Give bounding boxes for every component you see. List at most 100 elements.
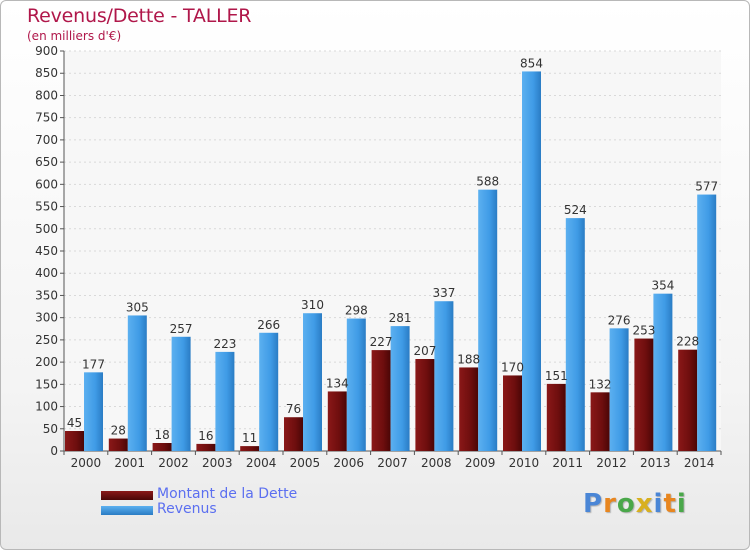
x-tick-label-2012: 2012 xyxy=(596,456,627,470)
bar-revenus-2004 xyxy=(259,332,279,451)
x-tick-label-2003: 2003 xyxy=(202,456,233,470)
logo-letter: r xyxy=(603,489,617,519)
bar-dette-2012 xyxy=(590,392,610,451)
x-tick-label-2014: 2014 xyxy=(684,456,715,470)
y-tick-label-550: 550 xyxy=(35,200,58,214)
y-tick-label-900: 900 xyxy=(35,44,58,58)
y-tick-label-600: 600 xyxy=(35,177,58,191)
data-label-revenus-2008: 337 xyxy=(432,286,455,300)
data-label-dette-2012: 132 xyxy=(589,377,612,391)
bars-layer xyxy=(65,71,717,452)
x-tick-label-2000: 2000 xyxy=(71,456,102,470)
bar-revenus-2013 xyxy=(653,293,673,451)
bar-dette-2002 xyxy=(152,443,172,451)
data-label-revenus-2011: 524 xyxy=(564,203,587,217)
y-tick-label-850: 850 xyxy=(35,66,58,80)
x-tick-label-2005: 2005 xyxy=(290,456,321,470)
y-tick-label-150: 150 xyxy=(35,377,58,391)
data-label-dette-2009: 188 xyxy=(457,352,480,366)
logo-letter: P xyxy=(583,489,604,519)
bar-dette-2004 xyxy=(240,446,260,451)
data-label-dette-2014: 228 xyxy=(676,335,699,349)
logo-letter: i xyxy=(653,489,664,519)
legend-label-revenus: Revenus xyxy=(157,501,217,517)
data-label-revenus-2010: 854 xyxy=(520,56,543,70)
data-label-revenus-2002: 257 xyxy=(170,322,193,336)
bar-revenus-2002 xyxy=(171,336,191,451)
data-label-dette-2013: 253 xyxy=(632,324,655,338)
data-label-dette-2005: 76 xyxy=(286,402,301,416)
data-label-revenus-2003: 223 xyxy=(213,337,236,351)
bar-revenus-2008 xyxy=(434,301,454,451)
bar-dette-2010 xyxy=(503,375,522,451)
bar-dette-2009 xyxy=(459,367,479,451)
bar-dette-2014 xyxy=(678,349,698,451)
x-tick-label-2010: 2010 xyxy=(509,456,540,470)
y-tick-label-750: 750 xyxy=(35,111,58,125)
bar-revenus-2001 xyxy=(127,315,147,451)
data-label-dette-2011: 151 xyxy=(545,369,568,383)
bar-dette-2001 xyxy=(108,438,128,451)
data-label-revenus-2007: 281 xyxy=(389,311,412,325)
y-tick-label-50: 50 xyxy=(43,422,58,436)
bar-revenus-2009 xyxy=(478,189,498,451)
bar-dette-2006 xyxy=(327,391,347,451)
bar-revenus-2011 xyxy=(565,218,585,451)
logo-letter: i xyxy=(676,489,687,519)
bar-revenus-2006 xyxy=(346,318,366,451)
y-tick-label-800: 800 xyxy=(35,88,58,102)
data-label-revenus-2004: 266 xyxy=(257,318,280,332)
bar-revenus-2010 xyxy=(522,71,541,451)
data-label-dette-2003: 16 xyxy=(198,429,213,443)
x-tick-label-2002: 2002 xyxy=(158,456,189,470)
bar-revenus-2014 xyxy=(697,194,717,452)
data-label-revenus-2001: 305 xyxy=(126,300,149,314)
x-tick-label-2009: 2009 xyxy=(465,456,496,470)
data-label-dette-2000: 45 xyxy=(67,416,82,430)
data-label-revenus-2014: 577 xyxy=(695,180,718,194)
bar-revenus-2007 xyxy=(390,326,410,451)
data-label-dette-2010: 170 xyxy=(501,360,524,374)
bar-dette-2003 xyxy=(196,443,216,451)
y-tick-label-100: 100 xyxy=(35,400,58,414)
y-tick-label-650: 650 xyxy=(35,155,58,169)
y-tick-label-300: 300 xyxy=(35,311,58,325)
data-label-revenus-2006: 298 xyxy=(345,304,368,318)
bar-dette-2008 xyxy=(415,359,435,451)
bar-revenus-2000 xyxy=(84,372,103,451)
legend-label-dette: Montant de la Dette xyxy=(157,486,298,502)
y-tick-label-350: 350 xyxy=(35,288,58,302)
y-tick-label-0: 0 xyxy=(50,444,58,458)
bar-dette-2011 xyxy=(546,383,566,451)
data-label-revenus-2013: 354 xyxy=(651,279,674,293)
labels-layer: 45 177 28 305 18 257 16 223 11 266 76 310 134 298 227 2… xyxy=(67,56,718,445)
legend-swatch-revenus xyxy=(101,506,153,515)
logo-letter: o xyxy=(616,489,636,519)
data-label-dette-2004: 11 xyxy=(242,431,257,445)
bar-revenus-2003 xyxy=(215,351,235,451)
x-tick-label-2004: 2004 xyxy=(246,456,277,470)
legend-swatch-dette xyxy=(101,491,153,500)
x-tick-label-2001: 2001 xyxy=(114,456,145,470)
x-tick-label-2013: 2013 xyxy=(640,456,671,470)
x-tick-label-2008: 2008 xyxy=(421,456,452,470)
proxiti-logo: Proxiti xyxy=(583,489,687,519)
axis-layer: 0 50 100 150 200 250 300 350 400 450 500 550 600 650 7… xyxy=(35,44,722,470)
y-tick-label-700: 700 xyxy=(35,133,58,147)
y-tick-label-400: 400 xyxy=(35,266,58,280)
y-tick-label-500: 500 xyxy=(35,222,58,236)
data-label-dette-2008: 207 xyxy=(413,344,436,358)
data-label-dette-2007: 227 xyxy=(370,335,393,349)
bar-dette-2013 xyxy=(634,338,654,451)
bar-dette-2000 xyxy=(65,431,84,451)
bar-dette-2005 xyxy=(284,417,303,451)
bar-revenus-2012 xyxy=(609,328,629,451)
data-label-revenus-2012: 276 xyxy=(608,313,631,327)
bar-dette-2007 xyxy=(371,350,391,451)
data-label-dette-2001: 28 xyxy=(111,424,126,438)
logo-letter: t xyxy=(663,489,677,519)
chart-subtitle: (en milliers d'€) xyxy=(27,29,122,43)
y-tick-label-250: 250 xyxy=(35,333,58,347)
chart-title: Revenus/Dette - TALLER xyxy=(27,5,252,27)
